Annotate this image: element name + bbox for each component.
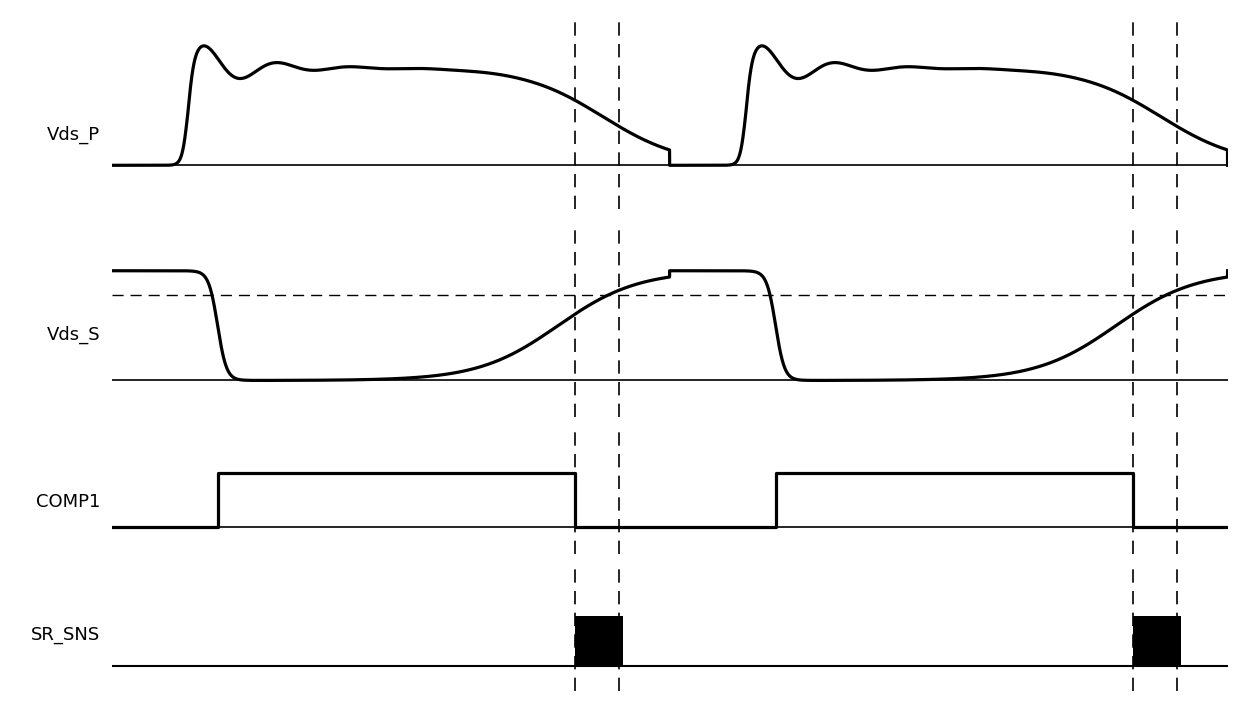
Text: SR_SNS: SR_SNS bbox=[31, 626, 100, 644]
Bar bbox=[1133, 616, 1180, 666]
Text: Vds_P: Vds_P bbox=[47, 126, 100, 145]
Text: Vds_S: Vds_S bbox=[47, 326, 100, 344]
Bar bbox=[575, 616, 622, 666]
Text: COMP1: COMP1 bbox=[36, 493, 100, 511]
